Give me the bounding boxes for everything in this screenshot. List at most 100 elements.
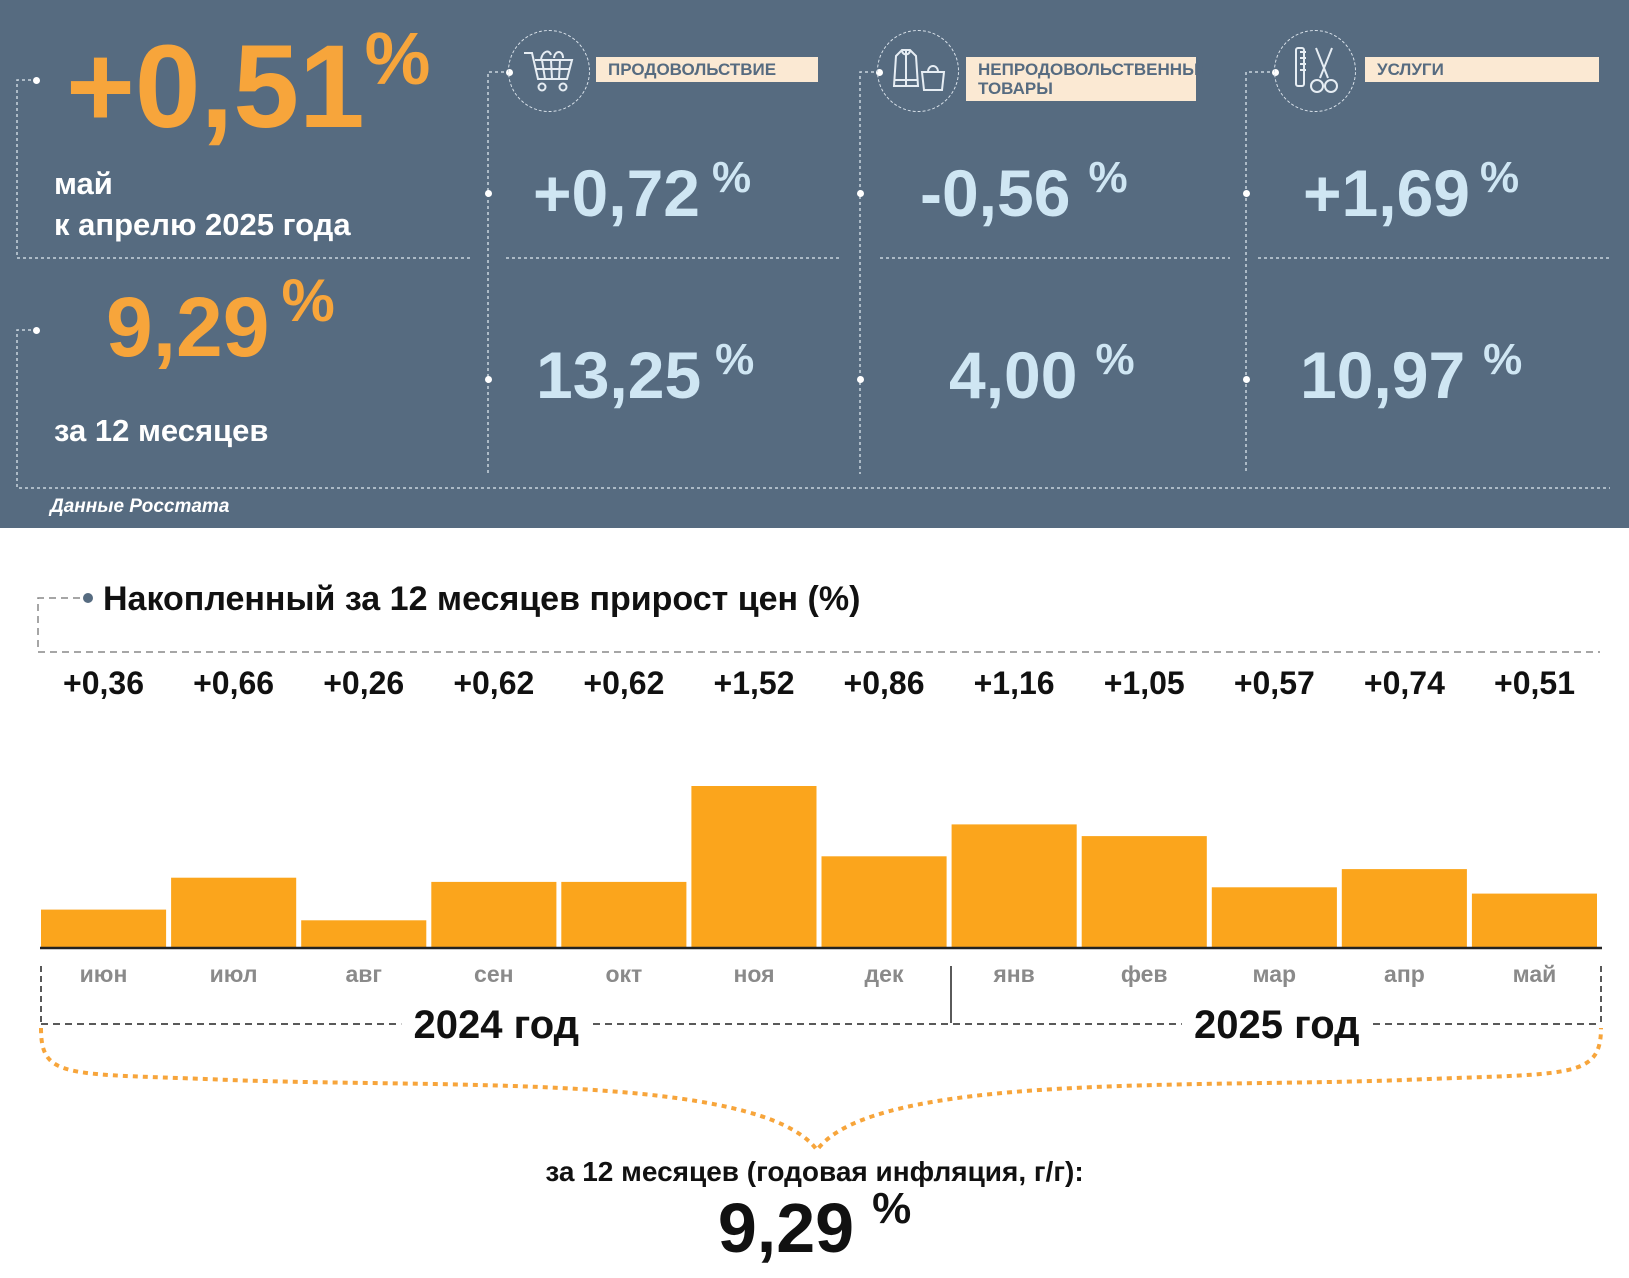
source-note: Данные Росстата <box>50 496 230 517</box>
services-monthly-value: +1,69 <box>1303 156 1470 230</box>
annual-inflation-unit: % <box>872 1184 912 1233</box>
year-label-0: 2024 год <box>414 1003 580 1047</box>
category-label-nonfood-line2: ТОВАРЫ <box>978 79 1053 98</box>
month-label-сен: сен <box>474 961 513 987</box>
food-monthly: +0,72% <box>533 156 751 227</box>
services-monthly: +1,69% <box>1303 156 1519 227</box>
bullet-dot <box>33 77 40 84</box>
services-annual-value: 10,97 <box>1300 338 1466 412</box>
chart-title: Накопленный за 12 месяцев прирост цен (%… <box>103 580 860 618</box>
bar-май <box>1471 893 1597 948</box>
category-label-nonfood-line1: НЕПРОДОВОЛЬСТВЕННЫЕ <box>978 60 1211 79</box>
monthly-caption-line2: к апрелю 2025 года <box>54 207 351 242</box>
month-label-мар: мар <box>1253 961 1297 987</box>
clothing-bag-icon <box>877 30 959 112</box>
monthly-caption-line1: май <box>54 166 113 201</box>
nonfood-annual-value: 4,00 <box>949 338 1078 412</box>
value-labels: +0,36 +0,66 +0,26 +0,62 +0,62 +1,52 +0,86 +1,16… <box>63 665 1575 701</box>
month-label-дек: дек <box>865 961 904 987</box>
nonfood-monthly-value: -0,56 <box>920 156 1071 230</box>
bullet-dot <box>857 376 864 383</box>
year-label-bg <box>1181 1008 1372 1042</box>
food-monthly-value: +0,72 <box>533 156 700 230</box>
annual-headline: 9,29% <box>106 271 335 370</box>
monthly-value: +0,51 <box>66 21 365 153</box>
bar-chart: Накопленный за 12 месяцев прирост цен (%… <box>37 580 1603 1154</box>
month-label-апр: апр <box>1384 961 1425 987</box>
bar-ноя <box>691 786 817 948</box>
value-label-апр: +0,74 <box>1364 665 1445 701</box>
annual-caption: за 12 месяцев <box>54 413 269 448</box>
month-label-ноя: ноя <box>733 961 774 987</box>
month-label-май: май <box>1513 961 1557 987</box>
month-label-июн: июн <box>80 961 128 987</box>
value-label-авг: +0,26 <box>323 665 404 701</box>
bar-авг <box>301 920 427 948</box>
title-bullet <box>83 593 93 603</box>
bullet-dot <box>857 190 864 197</box>
bullet-dot <box>1243 376 1250 383</box>
bar-сен <box>431 881 557 948</box>
bullet-dot <box>485 376 492 383</box>
bullet-dot <box>33 327 40 334</box>
month-label-янв: янв <box>992 961 1034 987</box>
bar-фев <box>1081 836 1207 948</box>
services-annual: 10,97% <box>1300 338 1522 409</box>
bar-апр <box>1341 869 1467 948</box>
value-label-ноя: +1,52 <box>714 665 795 701</box>
monthly-caption: май к апрелю 2025 года <box>54 163 351 245</box>
services-monthly-unit: % <box>1480 153 1520 202</box>
food-annual: 13,25% <box>536 338 754 409</box>
value-label-мар: +0,57 <box>1234 665 1315 701</box>
bar-янв <box>951 824 1077 948</box>
value-label-июн: +0,36 <box>63 665 144 701</box>
annual-inflation-label: за 12 месяцев (годовая инфляция, г/г): <box>545 1156 1084 1187</box>
category-label-nonfood: НЕПРОДОВОЛЬСТВЕННЫЕ ТОВАРЫ <box>966 57 1211 101</box>
services-annual-unit: % <box>1483 335 1523 384</box>
value-label-сен: +0,62 <box>453 665 534 701</box>
bars <box>41 786 1597 948</box>
annual-brace <box>39 1027 1603 1154</box>
value-label-июл: +0,66 <box>193 665 274 701</box>
monthly-headline: +0,51% <box>66 22 430 147</box>
comb-scissors-icon <box>1274 30 1356 112</box>
year-label-bg <box>401 1008 592 1042</box>
annual-inflation-value: 9,29 <box>717 1189 855 1267</box>
nonfood-monthly: -0,56% <box>920 156 1128 227</box>
chart-title-connector <box>37 597 1600 653</box>
year-label-1: 2025 год <box>1194 1003 1360 1047</box>
food-annual-value: 13,25 <box>536 338 702 412</box>
shopping-cart-icon <box>508 30 590 112</box>
month-labels: июн июл авг сен окт ноя дек янв фев мар апр май <box>80 961 1557 987</box>
bar-дек <box>821 856 947 948</box>
monthly-unit: % <box>364 17 431 100</box>
bar-окт <box>561 881 687 948</box>
bullet-dot <box>1243 190 1250 197</box>
food-annual-unit: % <box>715 335 755 384</box>
annual-inflation-figure: 9,29% <box>0 1187 1629 1264</box>
month-label-июл: июл <box>210 961 258 987</box>
bar-июн <box>41 909 167 948</box>
value-label-фев: +1,05 <box>1104 665 1185 701</box>
nonfood-monthly-unit: % <box>1088 153 1128 202</box>
value-label-янв: +1,16 <box>974 665 1055 701</box>
annual-unit: % <box>281 267 335 334</box>
value-label-май: +0,51 <box>1494 665 1575 701</box>
value-label-окт: +0,62 <box>583 665 664 701</box>
year-labels: 2024 год 2025 год <box>401 1003 1372 1047</box>
bar-мар <box>1211 887 1337 948</box>
nonfood-annual: 4,00% <box>949 338 1135 409</box>
category-label-food: ПРОДОВОЛЬСТВИЕ <box>596 57 818 82</box>
month-label-авг: авг <box>345 961 382 987</box>
month-label-окт: окт <box>605 961 642 987</box>
annual-value: 9,29 <box>106 280 270 374</box>
panel-dotted-lines <box>16 71 1610 489</box>
bar-июл <box>171 877 297 948</box>
nonfood-annual-unit: % <box>1095 335 1135 384</box>
food-monthly-unit: % <box>712 153 752 202</box>
bullet-dot <box>485 190 492 197</box>
summary-panel: +0,51% май к апрелю 2025 года 9,29% за 1… <box>0 0 1629 528</box>
month-label-фев: фев <box>1121 961 1168 987</box>
category-label-services: УСЛУГИ <box>1365 57 1599 82</box>
value-label-дек: +0,86 <box>844 665 925 701</box>
